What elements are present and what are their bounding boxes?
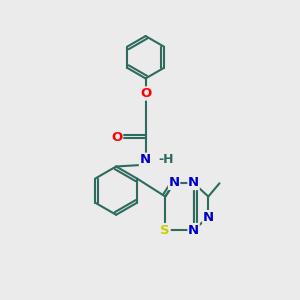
Text: N: N xyxy=(203,211,214,224)
Text: O: O xyxy=(111,131,123,144)
Text: N: N xyxy=(188,224,199,237)
Text: N: N xyxy=(188,176,199,190)
Text: -H: -H xyxy=(158,153,173,166)
Text: N: N xyxy=(140,153,151,166)
Text: O: O xyxy=(140,87,151,100)
Text: N: N xyxy=(169,176,180,190)
Text: S: S xyxy=(160,224,170,237)
